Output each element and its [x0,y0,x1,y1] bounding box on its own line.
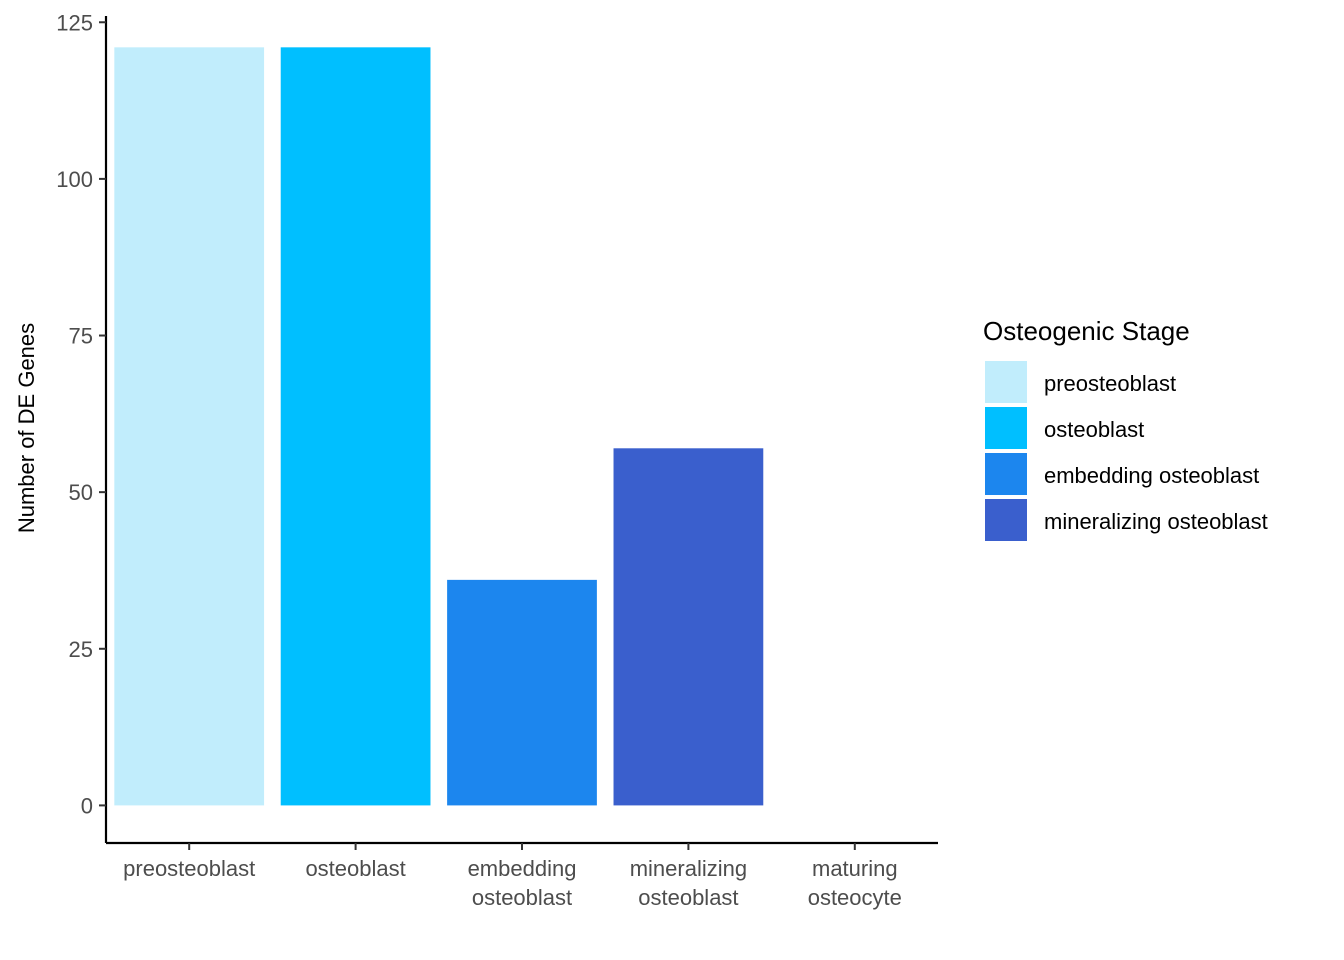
x-tick-label: embedding osteoblast [468,856,577,910]
y-tick-label: 25 [69,637,93,662]
y-tick-label: 125 [56,10,93,35]
y-tick-label: 75 [69,324,93,349]
x-tick-label: preosteoblast [123,856,255,881]
legend-swatch [985,499,1027,541]
axes-group: 0 25 50 75 100 125 preosteoblast osteoblast embe… [56,10,938,910]
legend-label: mineralizing osteoblast [1044,509,1268,534]
bar [114,47,265,806]
legend-swatch [985,453,1027,495]
legend-label: preosteoblast [1044,371,1176,396]
y-tick-label: 50 [69,480,93,505]
bar [613,448,764,806]
x-tick-label: maturing osteocyte [808,856,902,910]
legend-swatch [985,361,1027,403]
legend-title: Osteogenic Stage [983,316,1190,346]
legend-swatch [985,407,1027,449]
y-tick-label: 0 [81,793,93,818]
bars-group [114,47,764,806]
legend: Osteogenic Stage preosteoblast osteoblast e… [983,316,1268,541]
x-tick-label: osteoblast [305,856,405,881]
y-axis-title: Number of DE Genes [14,323,39,533]
legend-label: embedding osteoblast [1044,463,1259,488]
legend-label: osteoblast [1044,417,1144,442]
y-tick-label: 100 [56,167,93,192]
bar [280,47,431,806]
x-tick-label: mineralizing osteoblast [630,856,747,910]
bar [447,579,597,806]
